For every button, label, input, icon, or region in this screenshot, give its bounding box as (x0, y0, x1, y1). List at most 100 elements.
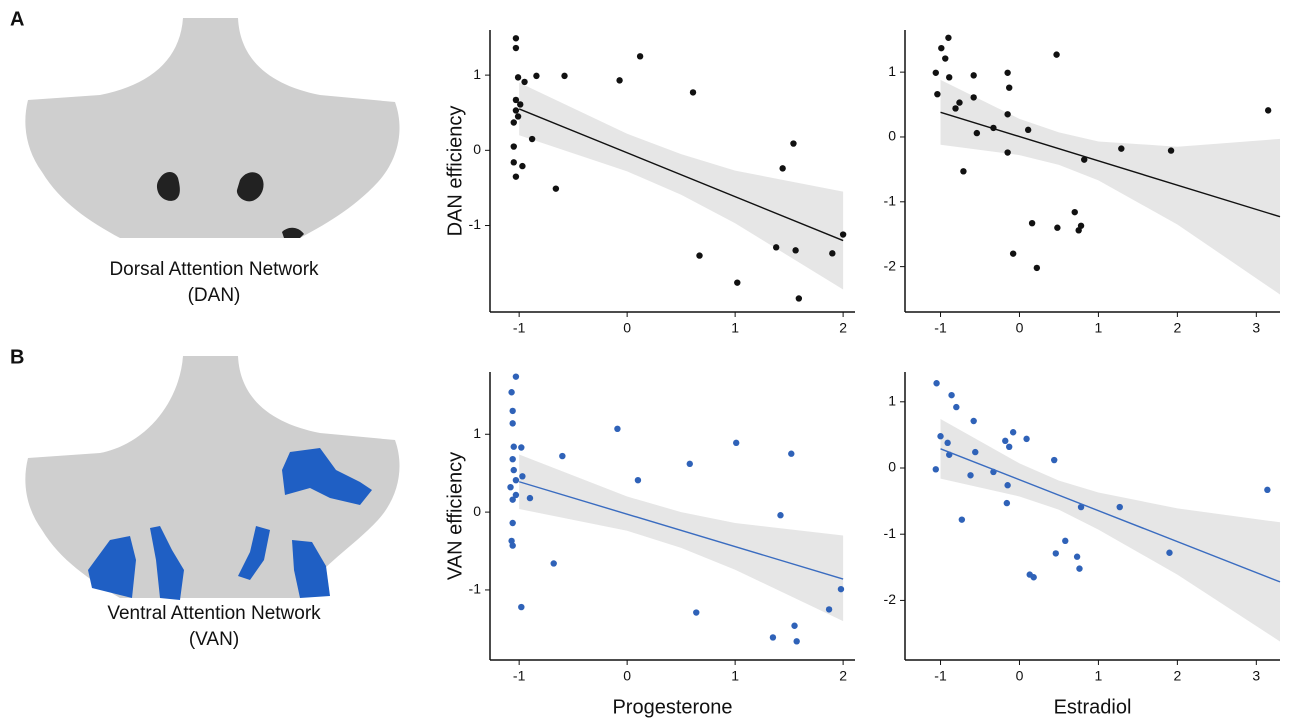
point (507, 484, 513, 490)
point (519, 473, 525, 479)
point (974, 130, 980, 136)
x-tick-label: 2 (839, 320, 847, 336)
point (1078, 223, 1084, 229)
point (511, 119, 517, 125)
x-tick-label: 1 (731, 668, 739, 684)
point (1004, 70, 1010, 76)
fit-line (519, 109, 843, 241)
x-tick-label: 2 (839, 668, 847, 684)
point (509, 520, 515, 526)
point (934, 91, 940, 97)
point (1053, 51, 1059, 57)
point (693, 609, 699, 615)
panel-label: B (10, 346, 24, 368)
point (972, 449, 978, 455)
point (1117, 504, 1123, 510)
y-tick-label: -1 (884, 525, 897, 541)
point (734, 279, 740, 285)
point (518, 444, 524, 450)
point (521, 79, 527, 85)
point (561, 73, 567, 79)
point (1034, 265, 1040, 271)
y-tick-label: 1 (473, 66, 481, 82)
point (637, 53, 643, 59)
point (1004, 482, 1010, 488)
point (696, 252, 702, 258)
y-tick-label: 1 (888, 392, 896, 408)
point (1118, 145, 1124, 151)
point (970, 418, 976, 424)
point (956, 99, 962, 105)
point (518, 604, 524, 610)
point (933, 466, 939, 472)
point (779, 165, 785, 171)
x-tick-label: 0 (623, 320, 631, 336)
y-tick-label: 0 (888, 459, 896, 475)
x-tick-label: 3 (1252, 668, 1260, 684)
point (840, 231, 846, 237)
network-name: Ventral Attention Network (107, 603, 321, 624)
point (517, 101, 523, 107)
point (796, 295, 802, 301)
point (790, 140, 796, 146)
point (1004, 111, 1010, 117)
point (1072, 209, 1078, 215)
point (937, 433, 943, 439)
y-tick-label: -1 (469, 581, 482, 597)
point (614, 426, 620, 432)
brain-van (25, 356, 399, 600)
y-tick-label: 0 (473, 141, 481, 157)
point (511, 467, 517, 473)
point (793, 638, 799, 644)
point (511, 444, 517, 450)
y-axis-title: DAN efficiency (444, 106, 466, 237)
point (513, 173, 519, 179)
point (513, 35, 519, 41)
x-tick-label: -1 (934, 320, 947, 336)
point (1051, 457, 1057, 463)
y-tick-label: 0 (473, 503, 481, 519)
y-tick-label: -2 (884, 257, 897, 273)
point (1010, 429, 1016, 435)
point (948, 392, 954, 398)
point (788, 451, 794, 457)
point (1002, 438, 1008, 444)
point (826, 606, 832, 612)
point (838, 586, 844, 592)
y-tick-label: -2 (884, 591, 897, 607)
point (938, 45, 944, 51)
point (509, 456, 515, 462)
x-tick-label: 1 (1095, 320, 1103, 336)
point (635, 477, 641, 483)
x-axis-title: Estradiol (1054, 696, 1132, 718)
y-axis-title: VAN efficiency (444, 452, 466, 580)
x-tick-label: -1 (513, 320, 526, 336)
point (515, 74, 521, 80)
point (1264, 487, 1270, 493)
point (690, 89, 696, 95)
point (970, 94, 976, 100)
point (733, 440, 739, 446)
confidence-band (941, 80, 1280, 295)
x-tick-label: 0 (1016, 668, 1024, 684)
fit-line (941, 449, 1280, 582)
point (946, 74, 952, 80)
point (1025, 127, 1031, 133)
point (1265, 107, 1271, 113)
figure: A B Dorsal Attention Network (DAN) Ventr… (0, 0, 1293, 724)
point (551, 560, 557, 566)
x-tick-label: 0 (1016, 320, 1024, 336)
point (1006, 84, 1012, 90)
point (770, 634, 776, 640)
point (509, 420, 515, 426)
point (687, 461, 693, 467)
point (509, 542, 515, 548)
point (508, 389, 514, 395)
point (777, 512, 783, 518)
network-name: Dorsal Attention Network (109, 259, 319, 280)
point (616, 77, 622, 83)
point (509, 408, 515, 414)
point (829, 250, 835, 256)
point (1074, 554, 1080, 560)
point (942, 55, 948, 61)
